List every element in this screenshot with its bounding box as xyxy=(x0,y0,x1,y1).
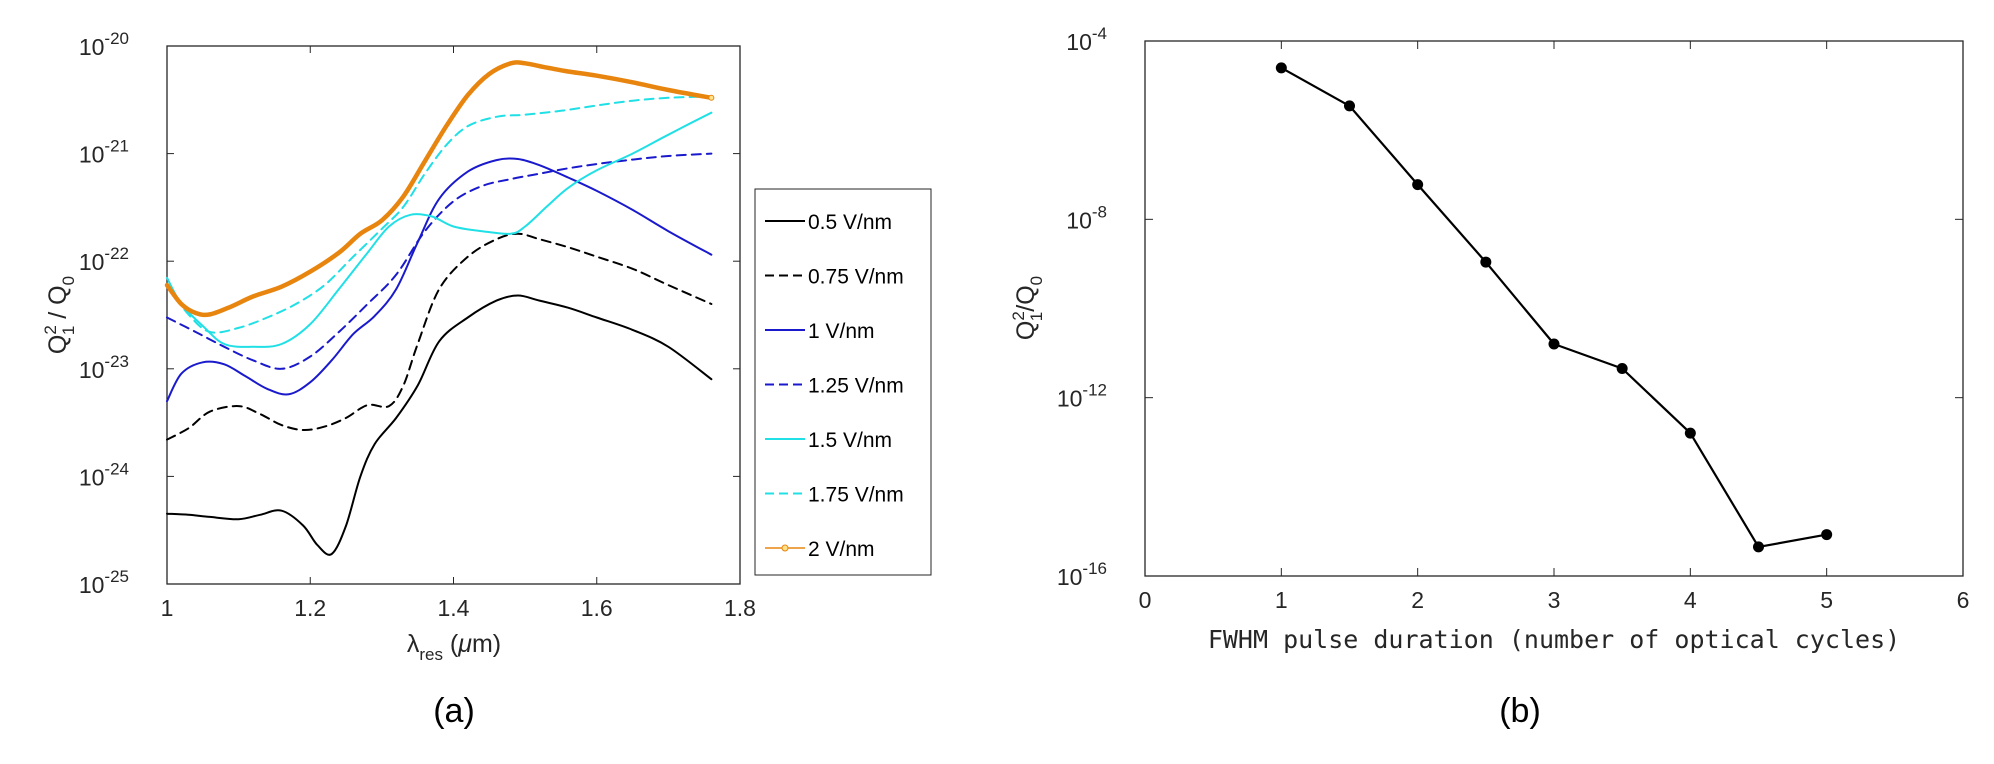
legend-label: 0.5 V/nm xyxy=(808,211,892,234)
data-point xyxy=(1753,541,1764,553)
y-tick-label: 10-16 xyxy=(1057,559,1107,590)
panel-b-y-axis-label: Q21/Q0 xyxy=(1009,276,1046,340)
panel-a-y-axis-label: Q21 / Q0 xyxy=(41,276,78,354)
series-line xyxy=(166,152,713,370)
panel-a-curves xyxy=(164,60,715,556)
data-point xyxy=(1412,179,1424,191)
legend-label: 1 V/nm xyxy=(808,320,875,343)
panel-a-legend: 0.5 V/nm 0.75 V/nm 1 V/nm 1.25 V/nm 1.5 V/nm… xyxy=(754,188,932,576)
data-point xyxy=(1275,62,1287,74)
legend-marker xyxy=(781,544,789,552)
x-tick-label: 1 xyxy=(161,595,174,621)
panel-a-x-ticks: 1 1.2 1.4 1.6 1.8 xyxy=(161,46,756,621)
y-tick-label: 10-12 xyxy=(1057,381,1107,412)
y-tick-label: 10-21 xyxy=(79,137,129,168)
y-tick-label: 10-4 xyxy=(1066,24,1107,55)
panel-b-plot-box xyxy=(1144,40,1964,577)
panel-b-y-ticks: 10-4 10-8 10-12 10-16 xyxy=(1057,24,1963,590)
series-line xyxy=(164,60,714,318)
series-line xyxy=(166,111,713,348)
panel-a-chart: 1 1.2 1.4 1.6 1.8 10-2010-2110-2210-2310-241… xyxy=(41,29,932,730)
legend-label: 0.75 V/nm xyxy=(808,266,904,289)
legend-label: 1.25 V/nm xyxy=(808,375,904,398)
x-tick-label: 3 xyxy=(1548,587,1561,613)
x-tick-label: 1.6 xyxy=(581,595,613,621)
y-tick-label: 10-22 xyxy=(79,244,129,275)
panel-b-x-axis-label: FWHM pulse duration (number of optical c… xyxy=(1208,625,1900,654)
legend-label: 1.5 V/nm xyxy=(808,429,892,452)
x-tick-label: 4 xyxy=(1684,587,1697,613)
panel-b-chart: 0 1 2 3 4 5 6 10-4 10-8 10-12 10-16 Q21/Q0 FWHM p… xyxy=(1009,24,1969,730)
data-point xyxy=(1344,100,1355,112)
panel-a-caption: (a) xyxy=(433,692,475,730)
panel-a-x-axis-label: λres (μm) xyxy=(407,630,501,664)
x-tick-label: 1.2 xyxy=(294,595,326,621)
x-tick-label: 2 xyxy=(1411,587,1424,613)
x-tick-label: 6 xyxy=(1957,587,1970,613)
y-tick-label: 10-20 xyxy=(79,29,129,60)
series-line xyxy=(166,294,713,556)
y-tick-label: 10-25 xyxy=(79,567,129,598)
panel-b-x-ticks: 0 1 2 3 4 5 6 xyxy=(1139,41,1970,613)
y-tick-label: 10-24 xyxy=(79,459,129,490)
data-point xyxy=(1616,363,1628,375)
series-line xyxy=(166,95,713,334)
series-end-marker xyxy=(708,94,715,101)
data-point xyxy=(1548,338,1560,350)
x-tick-label: 1 xyxy=(1275,587,1288,613)
data-point xyxy=(1821,529,1833,541)
panel-b-caption: (b) xyxy=(1499,692,1541,730)
data-point xyxy=(1684,427,1696,439)
x-tick-label: 0 xyxy=(1139,587,1152,613)
panel-a-y-ticks: 10-20 10-21 10-22 10-23 10-24 10-25 xyxy=(79,29,740,598)
legend-label: 2 V/nm xyxy=(808,538,875,561)
y-tick-label: 10-8 xyxy=(1066,202,1107,233)
data-point xyxy=(1480,256,1492,268)
series-line xyxy=(166,232,713,441)
y-tick-label: 10-23 xyxy=(79,352,129,383)
legend-box xyxy=(754,188,932,576)
x-tick-label: 1.8 xyxy=(724,595,756,621)
legend-label: 1.75 V/nm xyxy=(808,484,904,507)
x-tick-label: 5 xyxy=(1820,587,1833,613)
x-tick-label: 1.4 xyxy=(438,595,470,621)
panel-b-series xyxy=(1275,62,1833,553)
panel-a-plot-box xyxy=(166,45,741,585)
